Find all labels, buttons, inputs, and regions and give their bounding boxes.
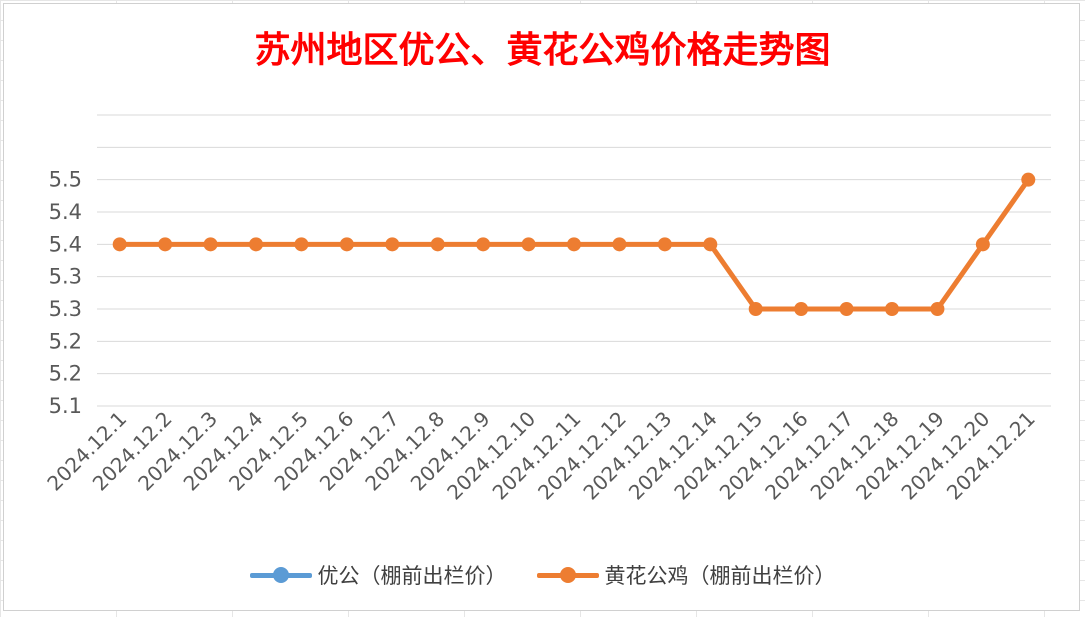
- y-tick-label-3: 5.3: [49, 297, 82, 321]
- series-2-point-4: [294, 237, 309, 252]
- series-2-point-16: [839, 302, 854, 316]
- y-tick-label-1: 5.2: [49, 362, 82, 386]
- gridlines: [97, 114, 1051, 407]
- legend-marker-series-1: [249, 567, 312, 583]
- series-2-point-13: [703, 237, 718, 252]
- series-2-point-3: [249, 237, 263, 252]
- x-axis-ticks: 2024.12.12024.12.22024.12.32024.12.42024…: [42, 407, 1040, 505]
- series-lines: [112, 172, 1036, 316]
- series-2-point-9: [521, 237, 536, 252]
- series-2-point-2: [203, 237, 218, 252]
- series-2-point-11: [612, 237, 627, 252]
- y-tick-label-4: 5.3: [49, 265, 82, 289]
- y-tick-label-6: 5.4: [49, 200, 82, 224]
- chart-container[interactable]: 苏州地区优公、黄花公鸡价格走势图 5.1 5.2 5.2 5.3 5.3 5.4 5.4 5.…: [3, 3, 1080, 611]
- plot-area: 5.1 5.2 5.2 5.3 5.3 5.4 5.4 5.5 2024.12.12024.1…: [42, 114, 1051, 505]
- chart-title: 苏州地区优公、黄花公鸡价格走势图: [254, 29, 831, 71]
- legend-item-series-1[interactable]: 优公（棚前出栏价）: [249, 560, 507, 590]
- legend: 优公（棚前出栏价） 黄花公鸡（棚前出栏价）: [4, 560, 1081, 590]
- y-tick-label-5: 5.4: [49, 232, 82, 256]
- y-tick-label-2: 5.2: [49, 329, 82, 353]
- series-2-point-1: [158, 237, 173, 252]
- series-2-point-5: [339, 237, 354, 252]
- series-2-point-8: [476, 237, 491, 252]
- legend-marker-series-2: [536, 567, 599, 583]
- series-2-point-7: [430, 237, 445, 252]
- legend-label-series-2: 黄花公鸡（棚前出栏价）: [604, 564, 836, 588]
- y-axis-ticks: 5.1 5.2 5.2 5.3 5.3 5.4 5.4 5.5: [49, 168, 82, 418]
- legend-label-series-1: 优公（棚前出栏价）: [317, 564, 507, 588]
- series-2-point-14: [748, 302, 763, 316]
- series-2-point-6: [385, 237, 400, 252]
- series-2-point-20: [1021, 172, 1036, 187]
- series-2-point-15: [794, 302, 809, 316]
- legend-item-series-2[interactable]: 黄花公鸡（棚前出栏价）: [536, 560, 836, 590]
- series-2-point-17: [885, 302, 899, 316]
- series-2-point-0: [112, 237, 127, 252]
- series-2-point-18: [930, 302, 945, 316]
- series-2-point-19: [975, 237, 990, 252]
- series-2-point-10: [567, 237, 581, 252]
- series-2-point-12: [657, 237, 672, 252]
- y-tick-label-0: 5.1: [49, 394, 82, 418]
- y-tick-label-7: 5.5: [49, 168, 82, 192]
